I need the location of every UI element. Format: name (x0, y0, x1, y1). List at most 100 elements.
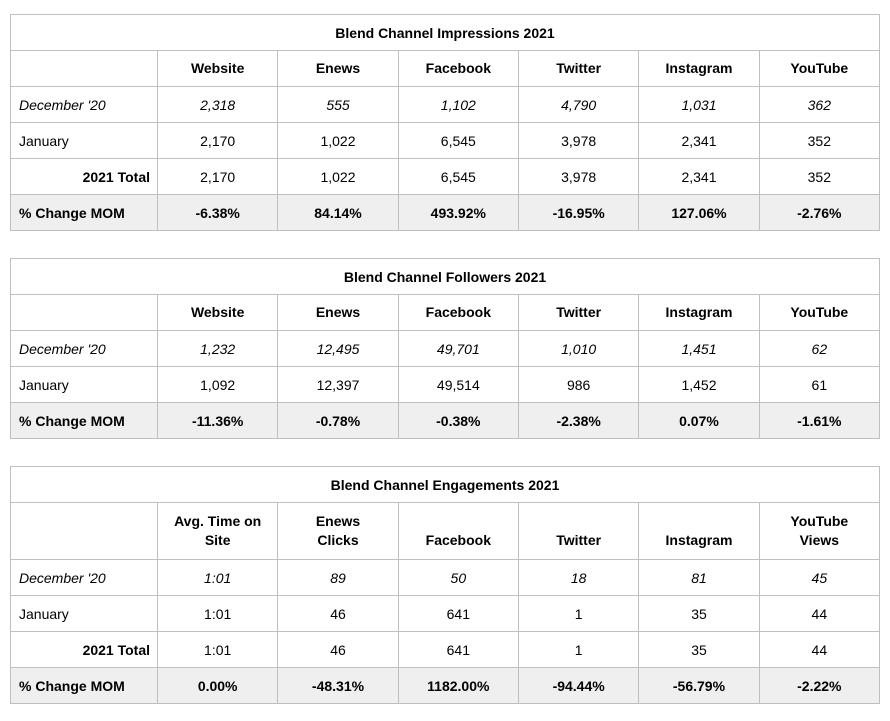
table-title: Blend Channel Followers 2021 (10, 258, 880, 295)
data-cell: 1,232 (156, 330, 279, 367)
data-cell: 2,170 (156, 158, 279, 195)
table-row: January 1:01 46 641 1 35 44 (10, 595, 881, 632)
column-header: Website (156, 294, 279, 331)
data-cell: 12,495 (277, 330, 399, 367)
data-cell: 46 (277, 631, 399, 668)
row-label: December '20 (10, 559, 158, 596)
data-cell: 35 (638, 631, 760, 668)
data-cell: 0.07% (638, 402, 760, 439)
table-title: Blend Channel Engagements 2021 (10, 466, 880, 503)
data-cell: 0.00% (156, 667, 279, 704)
table-row: January 2,170 1,022 6,545 3,978 2,341 352 (10, 122, 881, 159)
data-cell: -94.44% (517, 667, 640, 704)
data-cell: 1:01 (156, 595, 279, 632)
data-cell: 1,022 (277, 122, 399, 159)
data-cell: 362 (758, 86, 881, 123)
data-cell: 352 (758, 122, 881, 159)
data-cell: 44 (758, 631, 881, 668)
data-cell: 35 (638, 595, 760, 632)
data-cell: 641 (397, 595, 519, 632)
column-header: Instagram (638, 294, 760, 331)
data-cell: 4,790 (517, 86, 640, 123)
column-header: YouTube Views (758, 502, 881, 560)
column-header: Enews Clicks (277, 502, 399, 560)
table-row: 2021 Total 2,170 1,022 6,545 3,978 2,341 352 (10, 158, 881, 195)
table-row: % Change MOM -6.38% 84.14% 493.92% -16.95% 12… (10, 194, 881, 231)
column-header: YouTube (758, 294, 881, 331)
data-cell: -0.78% (277, 402, 399, 439)
data-cell: 50 (397, 559, 519, 596)
followers-table: Blend Channel Followers 2021 Website Enews… (10, 258, 881, 439)
row-label: 2021 Total (10, 158, 158, 195)
data-cell: 352 (758, 158, 881, 195)
column-header: Enews (277, 50, 399, 87)
data-cell: 1,022 (277, 158, 399, 195)
data-cell: 46 (277, 595, 399, 632)
table-row: % Change MOM 0.00% -48.31% 1182.00% -94.44% -… (10, 667, 881, 704)
data-cell: 127.06% (638, 194, 760, 231)
data-cell: 555 (277, 86, 399, 123)
data-cell: 2,341 (638, 158, 760, 195)
data-cell: 6,545 (397, 122, 519, 159)
table-title-row: Blend Channel Impressions 2021 (10, 14, 880, 51)
row-label: 2021 Total (10, 631, 158, 668)
followers-table-body: Blend Channel Followers 2021 Website Enews… (10, 258, 881, 439)
row-label: January (10, 366, 158, 403)
row-label: December '20 (10, 330, 158, 367)
data-cell: 1,010 (517, 330, 640, 367)
row-label: % Change MOM (10, 667, 158, 704)
table-row: December '20 1,232 12,495 49,701 1,010 1,451 6… (10, 330, 881, 367)
data-cell: 1:01 (156, 559, 279, 596)
corner-cell (10, 294, 158, 331)
column-header: Twitter (517, 502, 640, 560)
engagements-table: Blend Channel Engagements 2021 Avg. Time … (10, 466, 881, 704)
table-title-row: Blend Channel Followers 2021 (10, 258, 880, 295)
table-row: December '20 1:01 89 50 18 81 45 (10, 559, 881, 596)
data-cell: 1182.00% (397, 667, 519, 704)
column-header: Avg. Time on Site (156, 502, 279, 560)
data-cell: -2.76% (758, 194, 881, 231)
impressions-table-body: Blend Channel Impressions 2021 Website Ene… (10, 14, 881, 231)
column-header: Website (156, 50, 279, 87)
data-cell: 3,978 (517, 158, 640, 195)
data-cell: 2,318 (156, 86, 279, 123)
column-header-row: Avg. Time on Site Enews Clicks Facebook Twi… (10, 502, 881, 560)
data-cell: -11.36% (156, 402, 279, 439)
data-cell: 84.14% (277, 194, 399, 231)
row-label: % Change MOM (10, 194, 158, 231)
data-cell: 1,031 (638, 86, 760, 123)
column-header: Twitter (517, 50, 640, 87)
data-cell: -56.79% (638, 667, 760, 704)
data-cell: 1,451 (638, 330, 760, 367)
corner-cell (10, 50, 158, 87)
data-cell: 493.92% (397, 194, 519, 231)
column-header: Instagram (638, 50, 760, 87)
table-title: Blend Channel Impressions 2021 (10, 14, 880, 51)
row-label: December '20 (10, 86, 158, 123)
column-header: Instagram (638, 502, 760, 560)
corner-cell (10, 502, 158, 560)
data-cell: -1.61% (758, 402, 881, 439)
table-row: January 1,092 12,397 49,514 986 1,452 61 (10, 366, 881, 403)
data-cell: 61 (758, 366, 881, 403)
table-row: December '20 2,318 555 1,102 4,790 1,031 362 (10, 86, 881, 123)
table-row: 2021 Total 1:01 46 641 1 35 44 (10, 631, 881, 668)
data-cell: -2.38% (517, 402, 640, 439)
data-cell: 62 (758, 330, 881, 367)
column-header: Facebook (397, 294, 519, 331)
data-cell: 2,170 (156, 122, 279, 159)
column-header: Facebook (397, 50, 519, 87)
data-cell: 49,514 (397, 366, 519, 403)
data-cell: 986 (517, 366, 640, 403)
row-label: January (10, 595, 158, 632)
data-cell: 641 (397, 631, 519, 668)
data-cell: -16.95% (517, 194, 640, 231)
data-cell: 49,701 (397, 330, 519, 367)
data-cell: 44 (758, 595, 881, 632)
table-title-row: Blend Channel Engagements 2021 (10, 466, 880, 503)
data-cell: 1:01 (156, 631, 279, 668)
data-cell: 1,092 (156, 366, 279, 403)
data-cell: 1,102 (397, 86, 519, 123)
column-header-row: Website Enews Facebook Twitter Instagram YouT… (10, 50, 881, 87)
